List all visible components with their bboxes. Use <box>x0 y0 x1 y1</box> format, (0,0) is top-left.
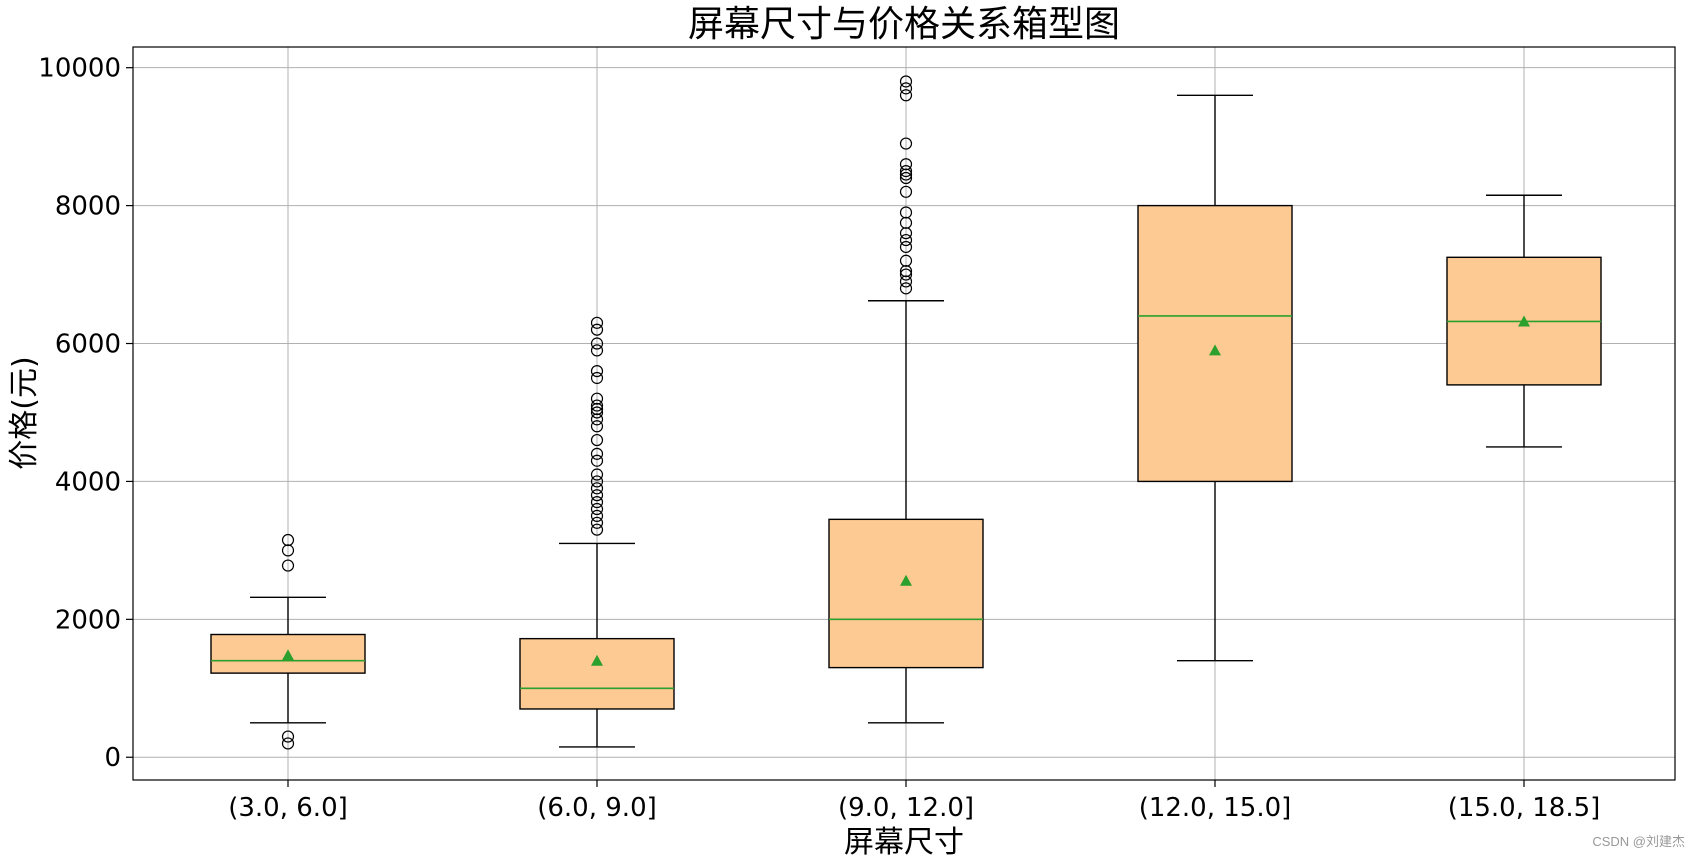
outlier-point <box>281 544 295 557</box>
outlier-point <box>281 533 295 547</box>
box-group <box>519 316 675 748</box>
outlier-point <box>590 337 604 350</box>
box-group <box>828 75 984 724</box>
box-group <box>1446 194 1602 448</box>
outlier-point <box>590 496 604 509</box>
outlier-point <box>899 137 913 150</box>
outlier-point <box>899 254 913 267</box>
x-tick-label: (6.0, 9.0] <box>537 793 657 823</box>
outlier-point <box>590 447 604 460</box>
outlier-point <box>899 82 913 95</box>
outlier-point <box>281 737 295 750</box>
y-axis-label: 价格(元) <box>7 356 42 469</box>
plot-frame <box>132 46 1676 781</box>
x-tick-label: (3.0, 6.0] <box>228 793 348 823</box>
outlier-point <box>590 364 604 378</box>
box-iqr <box>828 518 984 669</box>
box-iqr <box>1137 204 1293 483</box>
x-axis-label: 屏幕尺寸 <box>844 825 964 860</box>
y-tick-label: 6000 <box>55 330 121 360</box>
outlier-point <box>899 168 913 181</box>
outlier-point <box>590 323 604 336</box>
watermark-text: CSDN @刘建杰 <box>1592 834 1685 849</box>
outlier-point <box>899 282 913 295</box>
outlier-point <box>590 399 604 412</box>
outlier-point <box>899 206 913 219</box>
outlier-point <box>590 402 604 416</box>
outlier-point <box>590 509 604 522</box>
outlier-point <box>590 516 604 529</box>
outlier-point <box>281 559 295 572</box>
axis-ticks: 0 2000 4000 6000 8000 10000 (3.0, 6.0] (6.0, 9.… <box>38 54 1600 823</box>
outlier-point <box>590 454 604 467</box>
outlier-point <box>899 233 913 247</box>
outlier-point <box>899 171 913 185</box>
grid-lines <box>133 47 1675 780</box>
mean-marker <box>1518 315 1530 327</box>
outlier-point <box>899 268 913 281</box>
box-group <box>1137 94 1293 662</box>
chart-title: 屏幕尺寸与价格关系箱型图 <box>688 4 1120 45</box>
outlier-point <box>899 265 913 278</box>
outlier-point <box>899 89 913 102</box>
outlier-point <box>590 433 604 447</box>
box-series <box>210 75 1602 750</box>
outlier-point <box>281 730 295 743</box>
outlier-point <box>590 475 604 488</box>
box-group <box>210 533 366 750</box>
y-tick-label: 10000 <box>38 54 121 84</box>
outlier-point <box>590 523 604 536</box>
outlier-point <box>590 489 604 502</box>
outlier-point <box>899 75 913 88</box>
outlier-point <box>590 468 604 481</box>
mean-marker <box>591 654 603 666</box>
outlier-point <box>899 216 913 229</box>
outlier-point <box>590 502 604 516</box>
outlier-point <box>590 316 604 329</box>
mean-marker <box>900 574 912 586</box>
y-tick-label: 0 <box>104 743 121 773</box>
outlier-point <box>590 344 604 357</box>
outlier-point <box>899 165 913 178</box>
x-tick-label: (15.0, 18.5] <box>1448 793 1601 823</box>
mean-marker <box>1209 344 1221 356</box>
outlier-point <box>590 392 604 405</box>
outlier-point <box>590 482 604 495</box>
y-tick-label: 8000 <box>55 192 121 222</box>
x-tick-label: (9.0, 12.0] <box>838 793 974 823</box>
outlier-point <box>590 406 604 419</box>
outlier-point <box>590 371 604 385</box>
box-iqr <box>519 637 675 710</box>
outlier-point <box>899 158 913 171</box>
mean-marker <box>282 649 294 661</box>
outlier-point <box>899 240 913 254</box>
y-tick-label: 4000 <box>55 467 121 497</box>
outlier-point <box>899 185 913 198</box>
outlier-point <box>899 227 913 240</box>
outlier-point <box>590 420 604 433</box>
x-tick-label: (12.0, 15.0] <box>1139 793 1292 823</box>
outlier-point <box>590 413 604 426</box>
outlier-point <box>899 275 913 288</box>
y-tick-label: 2000 <box>55 605 121 635</box>
